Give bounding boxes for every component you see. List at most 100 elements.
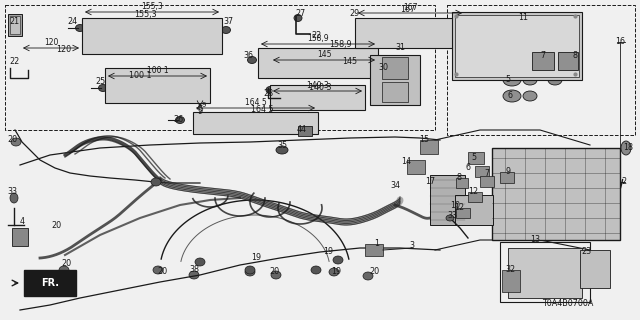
Bar — [258, 48, 378, 78]
Bar — [420, 140, 438, 154]
Bar — [430, 175, 465, 225]
Text: 140 3: 140 3 — [307, 81, 328, 90]
Text: 120: 120 — [44, 38, 58, 47]
Bar — [455, 15, 579, 77]
Ellipse shape — [245, 268, 255, 276]
Bar — [456, 208, 470, 218]
Text: 13: 13 — [530, 236, 540, 244]
Bar — [82, 18, 222, 54]
Text: 37: 37 — [223, 18, 233, 27]
Text: 32: 32 — [505, 266, 515, 275]
Ellipse shape — [248, 57, 257, 63]
Bar — [532, 52, 554, 70]
Text: 5: 5 — [472, 154, 477, 163]
Text: 6: 6 — [508, 92, 513, 100]
Ellipse shape — [271, 271, 281, 279]
Text: 18: 18 — [623, 143, 633, 153]
Text: 16: 16 — [615, 37, 625, 46]
Text: 20: 20 — [269, 268, 279, 276]
Text: 33: 33 — [447, 212, 457, 220]
Ellipse shape — [76, 25, 84, 31]
Text: 17: 17 — [425, 178, 435, 187]
Text: 9: 9 — [506, 167, 511, 177]
Bar — [24, 270, 76, 296]
Text: 44: 44 — [297, 125, 307, 134]
Text: 164 5: 164 5 — [251, 106, 273, 115]
Text: 20: 20 — [51, 221, 61, 230]
Bar — [480, 176, 494, 187]
Ellipse shape — [333, 256, 343, 264]
Bar — [12, 228, 28, 246]
Text: 167: 167 — [401, 5, 415, 14]
Bar — [355, 18, 465, 48]
Ellipse shape — [10, 193, 18, 203]
Ellipse shape — [503, 90, 521, 102]
Bar — [382, 57, 408, 79]
Text: 9: 9 — [202, 102, 207, 108]
Text: 11: 11 — [518, 13, 528, 22]
Bar — [365, 244, 383, 256]
Text: 1: 1 — [374, 239, 380, 249]
Text: 7: 7 — [540, 52, 545, 60]
Text: 12: 12 — [454, 204, 464, 212]
Text: 29: 29 — [350, 10, 360, 19]
Bar — [500, 242, 590, 302]
Ellipse shape — [276, 146, 288, 154]
Ellipse shape — [221, 27, 230, 34]
Bar — [5, 5, 435, 130]
Text: 158,9: 158,9 — [329, 39, 351, 49]
Bar — [558, 52, 578, 70]
Ellipse shape — [245, 266, 255, 274]
Text: 4: 4 — [19, 218, 24, 227]
Ellipse shape — [189, 271, 199, 279]
Ellipse shape — [446, 215, 454, 221]
Ellipse shape — [548, 75, 562, 85]
Text: 155,3: 155,3 — [141, 2, 163, 11]
Text: 30: 30 — [378, 63, 388, 73]
Bar — [370, 55, 420, 105]
Text: 100 1: 100 1 — [129, 71, 151, 81]
Ellipse shape — [363, 272, 373, 280]
Text: 33: 33 — [7, 188, 17, 196]
Ellipse shape — [175, 116, 184, 124]
Bar — [382, 82, 408, 102]
Text: 19: 19 — [251, 253, 261, 262]
Text: 164 5: 164 5 — [244, 98, 266, 107]
Text: 27: 27 — [295, 10, 305, 19]
Text: 24: 24 — [67, 18, 77, 27]
Text: 25: 25 — [95, 77, 105, 86]
Bar — [105, 68, 210, 103]
Text: 36: 36 — [243, 52, 253, 60]
Text: 22: 22 — [9, 58, 19, 67]
Text: 28: 28 — [263, 90, 273, 99]
Ellipse shape — [523, 75, 537, 85]
Text: 20: 20 — [157, 268, 167, 276]
Text: 145: 145 — [317, 50, 332, 59]
Text: 19: 19 — [323, 247, 333, 257]
Text: 8: 8 — [456, 173, 461, 182]
Text: 7: 7 — [484, 170, 490, 179]
Text: 3: 3 — [410, 242, 415, 251]
Bar — [468, 192, 482, 202]
Text: 20: 20 — [369, 268, 379, 276]
Text: T0A4B0700A: T0A4B0700A — [542, 300, 594, 308]
Bar — [8, 14, 22, 36]
Text: 14: 14 — [401, 157, 411, 166]
Ellipse shape — [294, 14, 302, 21]
Text: 120: 120 — [56, 45, 72, 54]
Bar — [270, 85, 365, 110]
Bar — [508, 248, 582, 298]
Text: 35: 35 — [277, 141, 287, 150]
Ellipse shape — [151, 178, 161, 186]
Text: 31: 31 — [395, 44, 405, 52]
Bar — [456, 178, 468, 188]
Text: 6: 6 — [465, 164, 470, 172]
Bar — [492, 148, 620, 240]
Ellipse shape — [523, 91, 537, 101]
Text: 12: 12 — [468, 188, 478, 196]
Bar — [452, 12, 582, 80]
Text: 20: 20 — [7, 135, 17, 145]
Ellipse shape — [621, 141, 631, 155]
Text: 22: 22 — [312, 31, 322, 41]
Ellipse shape — [99, 84, 108, 92]
